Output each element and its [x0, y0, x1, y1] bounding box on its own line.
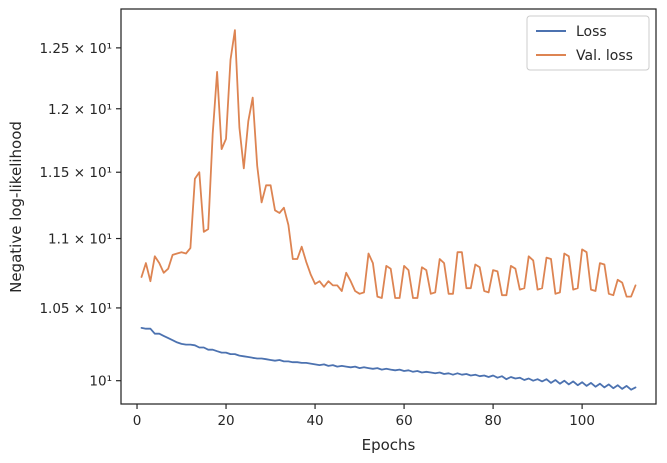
- x-tick-label: 20: [217, 413, 234, 429]
- legend: Loss Val. loss: [526, 15, 650, 71]
- y-axis-label: Negative log-likelihood: [7, 121, 25, 293]
- x-tick-label: 100: [569, 413, 595, 429]
- y-tick-label: 1.25 × 10¹: [39, 41, 112, 57]
- series-line-val-loss: [140, 29, 637, 299]
- x-tick-label: 80: [485, 413, 502, 429]
- x-tick-label: 0: [133, 413, 142, 429]
- y-tick-label: 1.15 × 10¹: [39, 165, 112, 181]
- x-tick-label: 60: [395, 413, 412, 429]
- legend-label-val-loss: Val. loss: [576, 48, 633, 64]
- x-axis-ticks: 0 20 40 60 80 100: [133, 404, 595, 429]
- legend-box: [526, 15, 650, 71]
- y-tick-label: 1.1 × 10¹: [48, 232, 112, 248]
- y-tick-label: 1.05 × 10¹: [39, 301, 112, 317]
- plot-frame: [120, 8, 657, 405]
- x-axis-label: Epochs: [362, 436, 416, 454]
- y-axis-ticks: 10¹ 1.05 × 10¹ 1.1 × 10¹ 1.15 × 10¹ 1.2 × 10…: [39, 41, 121, 390]
- series-line-loss: [140, 326, 637, 391]
- y-tick-label: 1.2 × 10¹: [48, 102, 112, 118]
- x-tick-label: 40: [306, 413, 323, 429]
- y-tick-label: 10¹: [89, 374, 112, 390]
- plot-lines: [140, 29, 637, 391]
- legend-label-loss: Loss: [576, 24, 607, 40]
